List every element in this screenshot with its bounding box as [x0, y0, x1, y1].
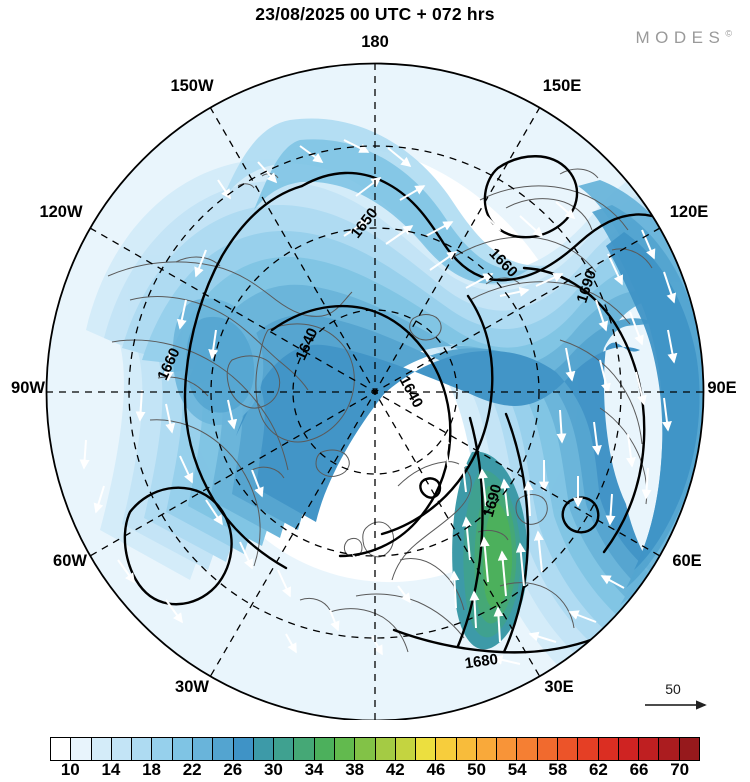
wind-scale-label: 50 [665, 681, 681, 697]
colorbar-tick-50: 50 [467, 760, 487, 779]
modes-logo-text: MODES [635, 28, 726, 47]
colorbar-cell-21 [476, 738, 498, 760]
colorbar-cell-8 [213, 738, 234, 760]
lon-line-120E-60W [89, 227, 661, 557]
colorbar-tick-42: 42 [385, 760, 405, 779]
colorbar-cell-5 [152, 738, 173, 760]
modes-logo: MODES© [636, 28, 732, 48]
lon-label-60E: 60E [672, 552, 701, 570]
colorbar-cell-26 [578, 738, 599, 760]
colorbar-cell-4 [132, 738, 153, 760]
colorbar-cell-13 [314, 738, 335, 760]
colorbar-ticks: 10 14 18 22 26 30 34 38 42 46 50 54 58 62 66 70 [0, 760, 750, 782]
colorbar-cell-25 [558, 738, 579, 760]
colorbar-cell-30 [659, 738, 680, 760]
colorbar-cell-15 [355, 738, 376, 760]
colorbar-cell-11 [274, 738, 295, 760]
map-boundary-circle [45, 62, 705, 720]
colorbar-cell-2 [91, 738, 112, 760]
lon-label-150W: 150W [170, 77, 214, 95]
colorbar-cell-0 [51, 738, 72, 760]
colorbar-cell-20 [456, 738, 477, 760]
colorbar-cell-27 [598, 738, 619, 760]
lat-circle-60 [292, 309, 458, 475]
colorbar-cell-14 [334, 738, 356, 760]
lon-label-180: 180 [361, 33, 389, 51]
map-content [47, 64, 703, 720]
colorbar-cell-6 [172, 738, 193, 760]
colorbar-cell-12 [294, 738, 315, 760]
colorbar-cell-31 [679, 738, 699, 760]
lon-label-120W: 120W [39, 203, 83, 221]
colorbar-cell-3 [111, 738, 133, 760]
lon-label-90E: 90E [707, 379, 736, 397]
lon-label-90W: 90W [11, 379, 45, 397]
colorbar-tick-70: 70 [670, 760, 690, 779]
longitude-labels: 180 150W 120W 90W 60W 30W 0 30E 60E 90E … [11, 33, 737, 696]
map-panel: 180 150W 120W 90W 60W 30W 0 30E 60E 90E … [11, 33, 737, 720]
colorbar-cell-29 [639, 738, 660, 760]
colorbar-tick-54: 54 [507, 760, 527, 779]
page-title: 23/08/2025 00 UTC + 072 hrs [255, 4, 495, 24]
lon-label-30E: 30E [544, 678, 573, 696]
lat-circle-40 [210, 227, 540, 557]
colorbar-cell-19 [436, 738, 457, 760]
colorbar-tick-26: 26 [223, 760, 243, 779]
colorbar-tick-58: 58 [548, 760, 568, 779]
colorbar-tick-62: 62 [588, 760, 608, 779]
lon-label-150E: 150E [543, 77, 582, 95]
copyright-icon: © [725, 28, 732, 39]
lon-label-120E: 120E [670, 203, 709, 221]
colorbar-cell-9 [233, 738, 254, 760]
colorbar-tick-18: 18 [142, 760, 162, 779]
colorbar-tick-22: 22 [182, 760, 202, 779]
colorbar-cell-1 [71, 738, 92, 760]
colorbar-cell-18 [416, 738, 437, 760]
wind-vectors [79, 139, 678, 665]
graticule [47, 64, 703, 720]
colorbar-cell-10 [253, 738, 275, 760]
colorbar-tick-10: 10 [60, 760, 80, 779]
colorbar-cell-17 [395, 738, 417, 760]
polar-map-svg: 180 150W 120W 90W 60W 30W 0 30E 60E 90E … [11, 33, 737, 720]
lon-label-60W: 60W [53, 552, 87, 570]
windspeed-shading [47, 64, 703, 720]
contour-label-1680-south: 1680 [464, 651, 499, 672]
lon-label-30W: 30W [175, 678, 209, 696]
colorbar-cell-28 [618, 738, 640, 760]
colorbar-tick-30: 30 [263, 760, 283, 779]
colorbar-tick-66: 66 [629, 760, 649, 779]
colorbar-tick-38: 38 [345, 760, 365, 779]
colorbar-tick-46: 46 [426, 760, 446, 779]
colorbar-tick-34: 34 [304, 760, 324, 779]
colorbar-cell-22 [497, 738, 518, 760]
colorbar[interactable] [50, 737, 700, 761]
colorbar-cell-23 [517, 738, 538, 760]
colorbar-cell-7 [192, 738, 214, 760]
colorbar-cell-16 [375, 738, 396, 760]
colorbar-tick-14: 14 [101, 760, 121, 779]
wind-scale-legend: 50 [645, 681, 707, 710]
colorbar-cell-24 [537, 738, 559, 760]
